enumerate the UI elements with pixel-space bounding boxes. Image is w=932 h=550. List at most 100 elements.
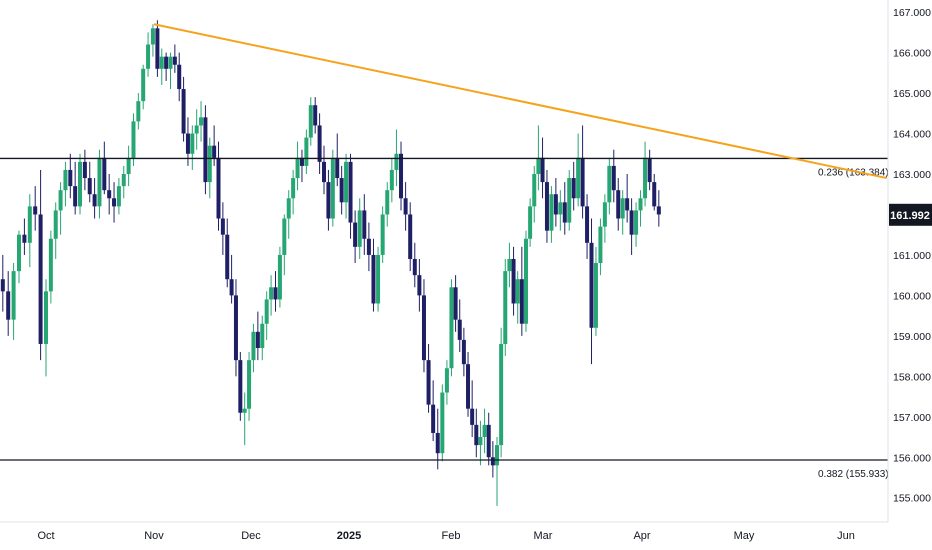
candle-body [470, 408, 475, 425]
candle [457, 299, 462, 353]
candle-body [536, 157, 541, 174]
candle [357, 198, 362, 259]
candle [444, 360, 449, 405]
candle-body [532, 174, 537, 207]
candle [380, 206, 385, 264]
candle-body [73, 186, 78, 207]
candle [242, 392, 247, 446]
candle-body [553, 194, 558, 215]
candle [291, 169, 296, 215]
price-tick-label: 158.000 [893, 371, 931, 383]
candle-body [503, 271, 508, 344]
candle-body [376, 254, 381, 304]
candle-body [507, 258, 512, 272]
price-tick-label: 165.000 [893, 88, 931, 100]
candle-body [269, 287, 274, 300]
candle [199, 101, 204, 142]
candle [220, 202, 225, 255]
candle-body [146, 44, 151, 69]
candle-body [233, 295, 238, 361]
candle-body [366, 238, 371, 255]
candle-body [549, 194, 554, 231]
candle [593, 246, 598, 336]
candle-body [638, 198, 643, 211]
candle-body [380, 214, 385, 255]
time-tick-label: Oct [37, 530, 54, 542]
price-tick-label: 161.000 [893, 250, 931, 262]
candle-body [212, 145, 217, 158]
candle [92, 178, 97, 219]
candle-body [181, 89, 186, 134]
candle [322, 145, 327, 195]
candle-body [299, 157, 304, 166]
candle [58, 182, 63, 235]
candle-body [264, 299, 269, 324]
trendline-layer [153, 23, 888, 180]
candle-body [282, 218, 287, 255]
candle-body [247, 360, 252, 409]
price-tick-label: 163.000 [893, 169, 931, 181]
candle [229, 254, 234, 304]
candle [553, 178, 558, 227]
candle [53, 202, 58, 259]
candle-body [141, 68, 146, 102]
candle [164, 52, 169, 81]
time-tick-label: Mar [534, 530, 553, 542]
candle-body [0, 279, 5, 292]
candle [482, 408, 487, 454]
candle [87, 161, 92, 203]
price-tick-label: 160.000 [893, 290, 931, 302]
candle-body [194, 125, 199, 134]
last-price-label: 161.992 [890, 210, 930, 222]
candle [353, 210, 358, 264]
candle [126, 145, 131, 187]
price-tick-label: 167.000 [893, 7, 931, 19]
candle [330, 149, 335, 227]
candle [212, 125, 217, 166]
candle-body [435, 432, 440, 454]
candle-body [625, 198, 630, 211]
candle [33, 186, 38, 231]
candle [6, 271, 11, 336]
candle [540, 137, 545, 199]
candle-body [168, 56, 173, 69]
candle-body [421, 295, 426, 361]
time-axis[interactable]: Oct Nov Dec 2025 Feb Mar Apr May Jun [37, 530, 854, 542]
candle-body [562, 202, 567, 223]
candle-body [6, 291, 11, 320]
candle [150, 24, 155, 57]
candle [515, 271, 520, 324]
candle-body [260, 323, 265, 348]
price-tick-label: 159.000 [893, 331, 931, 343]
candle-body [286, 198, 291, 219]
candle [519, 246, 524, 336]
candle-body [48, 238, 53, 292]
candle-body [87, 178, 92, 195]
candle [190, 125, 195, 170]
candle-body [68, 169, 73, 187]
candle-body [643, 157, 648, 199]
candle [260, 315, 265, 361]
candle-body [474, 424, 479, 446]
candle [308, 97, 313, 146]
candle-body [242, 408, 247, 413]
candle-body [417, 275, 422, 296]
candle [17, 230, 21, 284]
candles-layer [0, 20, 661, 506]
candle [102, 141, 107, 195]
candle-body [576, 157, 581, 199]
price-tick-label: 164.000 [893, 129, 931, 141]
candle [607, 157, 612, 215]
candle [136, 93, 141, 130]
candle-body [58, 190, 63, 211]
candle [371, 238, 376, 312]
candle-body [326, 182, 331, 219]
candle-body [394, 153, 399, 170]
candle [431, 380, 436, 442]
candle-body [107, 190, 112, 199]
candle [251, 323, 256, 373]
candle-body [589, 242, 594, 328]
candle-body [371, 254, 376, 304]
candle [207, 137, 212, 199]
